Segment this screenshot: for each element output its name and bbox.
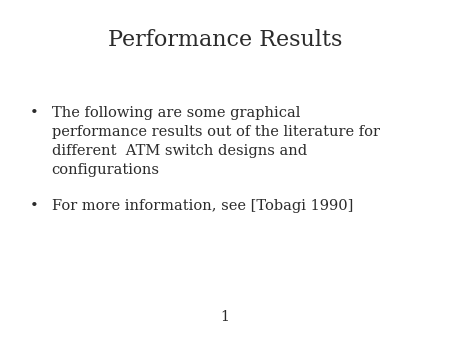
Text: 1: 1 (220, 311, 230, 324)
Text: The following are some graphical
performance results out of the literature for
d: The following are some graphical perform… (52, 106, 380, 177)
Text: •: • (29, 106, 38, 120)
Text: •: • (29, 199, 38, 213)
Text: Performance Results: Performance Results (108, 29, 342, 51)
Text: For more information, see [Tobagi 1990]: For more information, see [Tobagi 1990] (52, 199, 353, 213)
